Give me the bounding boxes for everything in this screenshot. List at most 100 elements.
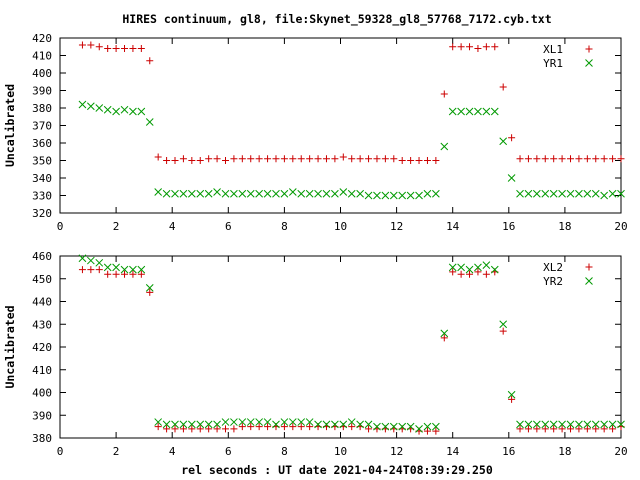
legend-label: YR1 — [543, 57, 563, 70]
data-point — [532, 420, 541, 429]
data-point — [432, 427, 440, 435]
data-point — [78, 100, 87, 109]
data-point — [533, 425, 541, 433]
plot-frame — [59, 255, 622, 439]
data-point — [171, 189, 179, 198]
x-tick-label: 8 — [281, 220, 288, 233]
data-point — [524, 425, 532, 433]
data-point — [423, 427, 431, 435]
plot-frame — [59, 37, 622, 214]
data-point — [465, 265, 474, 274]
data-point — [104, 45, 112, 52]
data-point — [78, 254, 87, 263]
data-point — [448, 107, 457, 116]
data-point — [238, 418, 247, 426]
data-point — [558, 189, 566, 198]
data-point — [381, 422, 390, 431]
series-YR1 — [78, 100, 625, 200]
data-point — [339, 188, 348, 196]
data-point — [398, 157, 406, 164]
data-point — [449, 268, 457, 276]
plot-panels: Uncalibrated3203303403503603703803904004… — [3, 32, 628, 458]
data-point — [104, 270, 112, 278]
data-point — [507, 390, 516, 399]
x-tick-label: 10 — [334, 445, 347, 458]
data-point — [466, 270, 474, 278]
data-point — [558, 420, 566, 429]
data-point — [264, 423, 272, 431]
data-point — [508, 395, 516, 403]
data-point — [121, 270, 129, 278]
x-tick-label: 20 — [614, 445, 627, 458]
data-point — [575, 425, 583, 433]
data-point — [423, 157, 431, 164]
y-tick-label: 430 — [32, 318, 52, 331]
x-tick-label: 4 — [169, 445, 176, 458]
data-point — [196, 425, 204, 433]
data-point — [179, 425, 187, 433]
data-point — [272, 420, 280, 429]
data-point — [137, 107, 146, 116]
data-point — [137, 265, 146, 274]
data-point — [95, 104, 104, 112]
y-tick-label: 400 — [32, 67, 52, 80]
data-point — [406, 422, 415, 431]
data-point — [154, 188, 163, 196]
data-point — [221, 418, 230, 426]
data-point — [238, 155, 246, 163]
data-point — [255, 423, 263, 431]
data-point — [457, 43, 465, 51]
data-point — [305, 189, 314, 198]
data-point — [280, 189, 289, 198]
y-tick-label: 330 — [32, 190, 52, 203]
data-point — [187, 420, 196, 429]
data-point — [322, 155, 330, 163]
data-point — [507, 174, 516, 182]
data-point — [221, 189, 230, 198]
y-tick-label: 450 — [32, 273, 52, 286]
data-point — [87, 102, 95, 111]
data-point — [213, 188, 221, 196]
data-point — [617, 189, 625, 198]
data-point — [95, 258, 104, 267]
x-tick-label: 12 — [390, 445, 403, 458]
data-point — [575, 155, 583, 163]
data-point — [533, 155, 541, 163]
y-tick-label: 390 — [32, 85, 52, 98]
x-tick-label: 16 — [502, 220, 515, 233]
y-tick-label: 420 — [32, 32, 52, 45]
data-point — [423, 189, 432, 198]
data-point — [306, 423, 314, 431]
data-point — [432, 157, 440, 164]
y-tick-label: 360 — [32, 137, 52, 150]
data-point — [406, 191, 415, 200]
y-tick-label: 390 — [32, 409, 52, 422]
data-point — [331, 155, 339, 163]
data-point — [549, 420, 558, 429]
data-point — [112, 270, 120, 278]
data-point — [154, 153, 162, 161]
data-point — [457, 270, 465, 278]
data-point — [171, 425, 179, 433]
data-point — [162, 189, 171, 198]
legend-marker — [585, 277, 593, 285]
data-point — [465, 107, 474, 116]
data-point — [314, 155, 322, 163]
data-point — [297, 189, 306, 198]
data-point — [95, 43, 103, 51]
data-point — [163, 425, 171, 433]
data-point — [146, 288, 154, 296]
data-point — [532, 189, 541, 198]
x-tick-label: 16 — [502, 445, 515, 458]
data-point — [230, 425, 238, 433]
data-point — [381, 155, 389, 163]
x-axis-label: rel seconds : UT date 2021-04-24T08:39:2… — [181, 463, 493, 477]
data-point — [187, 189, 196, 198]
data-point — [609, 155, 617, 163]
x-tick-label: 2 — [113, 220, 120, 233]
data-point — [591, 189, 600, 198]
y-tick-label: 410 — [32, 50, 52, 63]
data-point — [306, 155, 314, 163]
data-point — [364, 420, 373, 429]
data-point — [432, 422, 440, 431]
